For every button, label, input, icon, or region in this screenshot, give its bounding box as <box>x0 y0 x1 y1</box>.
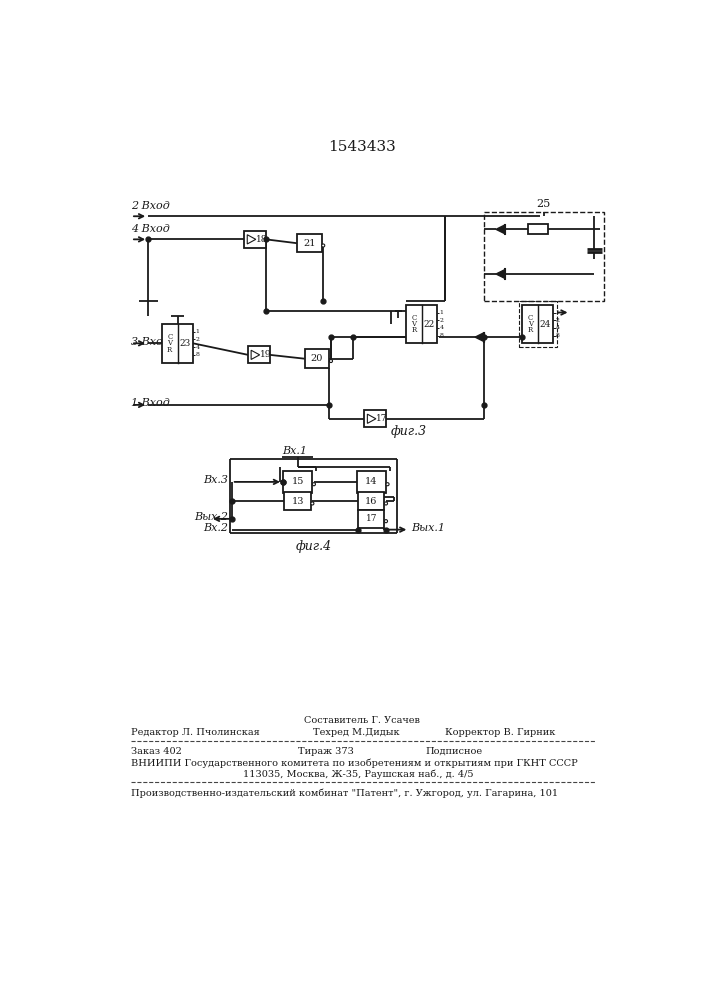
Text: 23: 23 <box>180 339 191 348</box>
Text: Тираж 373: Тираж 373 <box>298 747 354 756</box>
Text: Вх.1: Вх.1 <box>282 446 307 456</box>
Text: 4: 4 <box>195 345 199 350</box>
Circle shape <box>329 359 332 363</box>
Text: 22: 22 <box>423 320 435 329</box>
Text: Редактор Л. Пчолинская: Редактор Л. Пчолинская <box>131 728 259 737</box>
Polygon shape <box>247 235 256 244</box>
Bar <box>358 492 385 510</box>
Text: фиг.3: фиг.3 <box>391 425 427 438</box>
Text: 24: 24 <box>540 320 551 329</box>
Text: C: C <box>527 314 533 322</box>
Text: 2 Вход: 2 Вход <box>131 201 170 211</box>
Text: 17: 17 <box>376 414 388 423</box>
Text: 8: 8 <box>556 333 560 338</box>
Text: 16: 16 <box>365 497 378 506</box>
Text: 1: 1 <box>195 329 199 334</box>
Text: 1 Вход: 1 Вход <box>131 398 170 408</box>
Circle shape <box>385 502 387 505</box>
Bar <box>284 492 311 510</box>
Text: Вх.3: Вх.3 <box>203 475 228 485</box>
Polygon shape <box>368 414 376 423</box>
Text: 1543433: 1543433 <box>328 140 396 154</box>
Text: Техред М.Дидык: Техред М.Дидык <box>313 728 399 737</box>
Circle shape <box>312 483 315 486</box>
Text: R: R <box>167 346 173 354</box>
Polygon shape <box>496 225 506 234</box>
Bar <box>248 346 270 363</box>
Text: 1: 1 <box>556 310 560 315</box>
Text: 1: 1 <box>440 310 443 315</box>
Bar <box>297 234 322 252</box>
Polygon shape <box>251 350 259 359</box>
Bar <box>162 324 193 363</box>
Text: 25: 25 <box>537 199 551 209</box>
Text: V: V <box>527 320 532 328</box>
Text: фиг.4: фиг.4 <box>296 540 332 553</box>
Text: 8: 8 <box>440 333 443 338</box>
Text: Вх.2: Вх.2 <box>203 523 228 533</box>
Text: Вых.1: Вых.1 <box>411 523 445 533</box>
Text: 21: 21 <box>303 239 315 248</box>
Bar <box>283 471 312 493</box>
Bar <box>356 471 386 493</box>
Text: 113035, Москва, Ж-35, Раушская наб., д. 4/5: 113035, Москва, Ж-35, Раушская наб., д. … <box>243 770 474 779</box>
Text: 20: 20 <box>311 354 323 363</box>
Text: 2: 2 <box>195 337 199 342</box>
Text: 2: 2 <box>440 318 443 323</box>
Circle shape <box>311 502 314 505</box>
Bar <box>305 349 329 368</box>
Bar <box>364 410 386 427</box>
Bar <box>484 212 604 301</box>
Bar <box>406 305 437 343</box>
Circle shape <box>386 483 389 486</box>
Text: V: V <box>168 339 173 347</box>
Text: Заказ 402: Заказ 402 <box>131 747 182 756</box>
Bar <box>244 231 266 248</box>
Polygon shape <box>496 269 506 279</box>
Text: 18: 18 <box>256 235 268 244</box>
Text: 4: 4 <box>556 325 560 330</box>
Text: 19: 19 <box>260 350 271 359</box>
Text: 17: 17 <box>366 514 377 523</box>
Text: 3 Вход: 3 Вход <box>131 337 170 347</box>
Polygon shape <box>475 333 484 342</box>
Bar <box>522 305 554 343</box>
Text: 4 Вход: 4 Вход <box>131 224 170 234</box>
Text: 8: 8 <box>195 352 199 357</box>
Text: C: C <box>411 314 416 322</box>
Text: R: R <box>527 326 533 334</box>
Text: 13: 13 <box>291 497 304 506</box>
Text: Производственно-издательский комбинат "Патент", г. Ужгород, ул. Гагарина, 101: Производственно-издательский комбинат "П… <box>131 789 558 798</box>
Text: R: R <box>411 326 416 334</box>
Text: 4: 4 <box>440 325 443 330</box>
Text: ВНИИПИ Государственного комитета по изобретениям и открытиям при ГКНТ СССР: ВНИИПИ Государственного комитета по изоб… <box>131 758 578 768</box>
Text: 15: 15 <box>291 477 304 486</box>
Text: Подписное: Подписное <box>426 747 483 756</box>
Bar <box>358 510 385 528</box>
Circle shape <box>385 520 387 523</box>
Text: Вых.2: Вых.2 <box>194 512 228 522</box>
Text: Составитель Г. Усачев: Составитель Г. Усачев <box>304 716 420 725</box>
Text: 2: 2 <box>556 318 560 323</box>
Text: C: C <box>167 333 173 341</box>
Bar <box>528 224 547 234</box>
Text: V: V <box>411 320 416 328</box>
Bar <box>518 301 557 347</box>
Circle shape <box>322 244 325 247</box>
Text: 14: 14 <box>365 477 378 486</box>
Text: Корректор В. Гирник: Корректор В. Гирник <box>445 728 555 737</box>
